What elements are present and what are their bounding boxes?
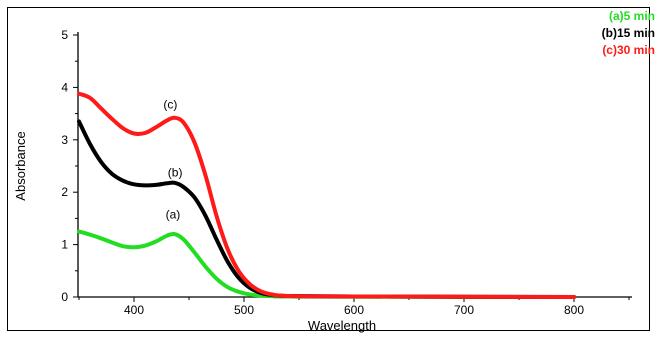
legend: (a)5 min (b)15 min (c)30 min: [602, 9, 655, 57]
curve-label-0: (a): [166, 207, 181, 221]
curve-labels: (a) (b) (c): [163, 97, 182, 221]
series-line-1: [77, 119, 576, 299]
y-tick-label: 4: [61, 80, 68, 94]
y-tick-label: 5: [61, 28, 68, 42]
legend-entry-2: (c)30 min: [602, 43, 655, 57]
curve-label-2: (c): [163, 97, 177, 111]
curve-label-1: (b): [168, 165, 183, 179]
series-line-2: [77, 91, 576, 299]
chart-frame: [7, 7, 650, 331]
y-tick-label: 2: [61, 185, 68, 199]
x-axis-label: Wavelength: [308, 318, 376, 333]
legend-entry-0: (a)5 min: [609, 9, 655, 23]
y-tick-label: 0: [61, 290, 68, 304]
x-tick-label: 800: [564, 303, 584, 317]
axes: 400 500 600 700 800 0 1 2 3 4 5: [61, 28, 632, 317]
curves: [77, 91, 576, 300]
y-tick-label: 3: [61, 133, 68, 147]
x-tick-label: 600: [344, 303, 364, 317]
legend-entry-1: (b)15 min: [602, 26, 655, 40]
x-tick-label: 400: [124, 303, 144, 317]
y-tick-label: 1: [61, 238, 68, 252]
x-tick-label: 700: [454, 303, 474, 317]
x-tick-label: 500: [234, 303, 254, 317]
series-line-0: [77, 229, 576, 300]
y-axis-label: Absorbance: [13, 131, 28, 200]
